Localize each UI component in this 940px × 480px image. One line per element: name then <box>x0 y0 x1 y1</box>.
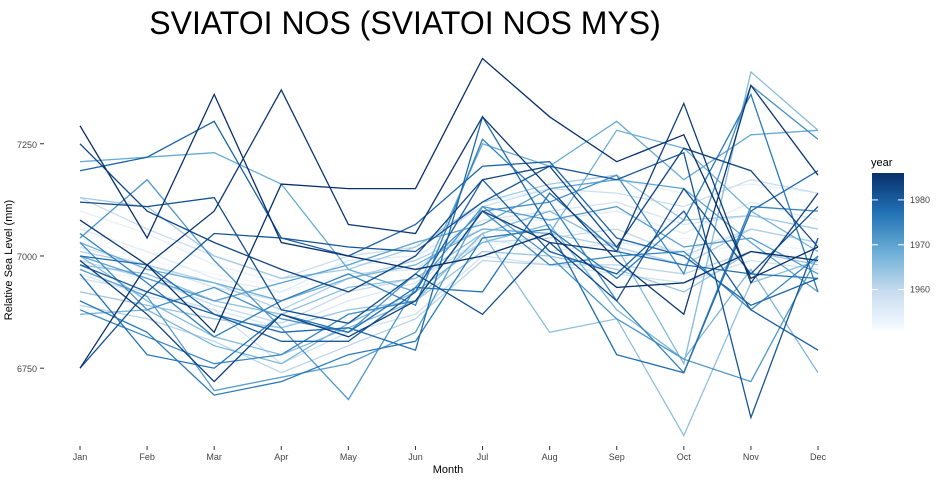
x-tick-label: Apr <box>274 452 288 462</box>
series-line-1987 <box>79 92 819 289</box>
x-tick-label: Jun <box>408 452 423 462</box>
series-line-1971 <box>79 205 819 392</box>
y-tick-label: 6750 <box>17 364 37 374</box>
x-tick-label: Aug <box>542 452 558 462</box>
legend-title: year <box>871 157 893 169</box>
legend-tick-label: 1980 <box>910 195 930 205</box>
y-axis-label: Relative Sea Level (mm) <box>3 200 15 320</box>
series-line-1983 <box>79 143 819 293</box>
x-tick-label: Jul <box>477 452 489 462</box>
x-tick-label: Oct <box>677 452 692 462</box>
x-tick-label: Feb <box>139 452 155 462</box>
y-tick-label: 7250 <box>17 140 37 150</box>
x-tick-label: May <box>340 452 358 462</box>
legend-tick-label: 1960 <box>910 285 930 295</box>
legend: year 1960 1970 1980 <box>871 157 930 330</box>
y-axis: 6750 7000 7250 <box>17 140 44 374</box>
series-line-1977 <box>79 192 819 369</box>
series-line-1970 <box>79 179 819 302</box>
series-line-1981 <box>79 151 819 420</box>
chart-title: SVIATOI NOS (SVIATOI NOS MYS) <box>149 5 661 41</box>
y-tick-label: 7000 <box>17 252 37 262</box>
legend-colorbar <box>872 173 904 330</box>
x-axis: Jan Feb Mar Apr May Jun Jul Aug Sep Oct Nov Dec <box>73 446 827 462</box>
series-line-1979 <box>79 120 819 307</box>
x-axis-label: Month <box>433 464 464 476</box>
legend-tick-label: 1970 <box>910 240 930 250</box>
series-lines <box>79 57 819 437</box>
series-line-1984 <box>79 101 819 383</box>
x-tick-label: Mar <box>206 452 222 462</box>
series-line-1972 <box>79 178 819 401</box>
series-line-1962 <box>79 228 819 311</box>
series-line-1960 <box>79 228 819 324</box>
series-line-1980 <box>79 178 819 351</box>
x-tick-label: Sep <box>609 452 625 462</box>
x-tick-label: Jan <box>73 452 88 462</box>
series-line-1964 <box>79 250 819 329</box>
series-line-1973 <box>79 84 819 334</box>
legend-ticks: 1960 1970 1980 <box>872 195 930 295</box>
x-tick-label: Dec <box>810 452 827 462</box>
series-line-1985 <box>79 83 819 316</box>
x-tick-label: Nov <box>743 452 760 462</box>
series-line-1982 <box>79 187 819 324</box>
series-line-1986 <box>79 57 819 369</box>
series-line-1978 <box>79 115 819 374</box>
